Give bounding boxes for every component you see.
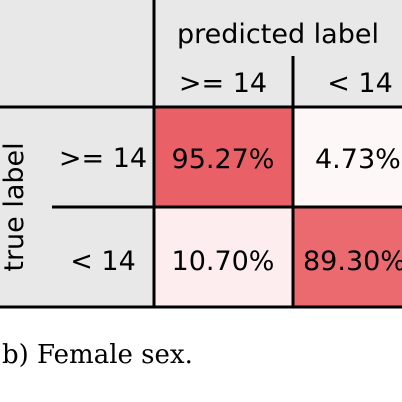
grid-lines (0, 0, 402, 309)
heatmap-cell-r1-c0 (154, 207, 293, 307)
column-label-0: >= 14 (179, 68, 267, 99)
cell-label-r0-c0: 95.27% (172, 144, 275, 175)
cell-label-r0-c1: 4.73% (315, 144, 401, 175)
heatmap-cell-r1-c1 (293, 207, 402, 307)
column-header-title: predicted label (177, 19, 379, 50)
row-label-0: >= 14 (59, 143, 147, 174)
cell-label-r1-c0: 10.70% (172, 246, 275, 277)
heatmap-cell-r0-c0 (154, 107, 293, 207)
column-label-1: < 14 (327, 68, 393, 99)
row-label-1: < 14 (70, 246, 136, 277)
heatmap-cell-r0-c1 (293, 107, 402, 207)
figure-caption: b) Female sex. (2, 340, 193, 370)
row-header-title: true label (0, 142, 30, 271)
header-background-top (0, 0, 402, 107)
cell-label-r1-c1: 89.30% (303, 246, 402, 277)
